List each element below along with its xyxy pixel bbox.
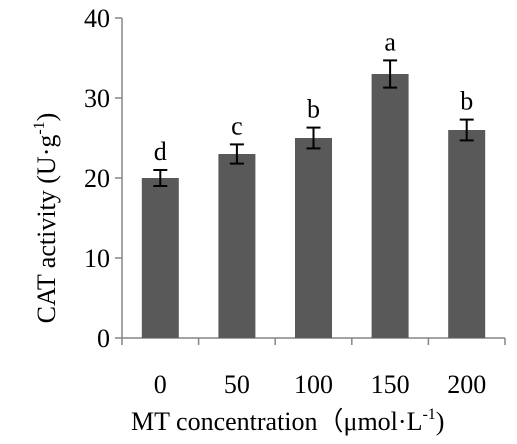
x-tick-label: 100 — [294, 370, 333, 399]
y-tick-label: 10 — [84, 244, 110, 273]
y-axis: 0 10 20 30 40 — [84, 4, 123, 353]
y-tick-label: 40 — [84, 4, 110, 33]
significance-label-200: b — [460, 87, 473, 116]
x-tick-label: 0 — [154, 370, 167, 399]
x-axis-title-tail: ) — [436, 407, 445, 436]
x-axis: 0 50 100 150 200 — [121, 337, 506, 399]
x-tick-label: 50 — [224, 370, 250, 399]
significance-label-50: c — [231, 111, 243, 140]
y-axis-title-tail: ) — [32, 113, 61, 122]
significance-label-150: a — [384, 27, 396, 56]
x-axis-title-sup: -1 — [422, 406, 435, 423]
x-tick-label: 150 — [371, 370, 410, 399]
bar-0 — [141, 178, 179, 338]
bar-50 — [218, 154, 256, 338]
bars-group — [141, 74, 486, 338]
bar-200 — [448, 130, 486, 338]
y-axis-title-text: CAT activity (U·g — [32, 135, 61, 324]
y-tick-label: 20 — [84, 164, 110, 193]
significance-label-0: d — [154, 137, 167, 166]
x-axis-title-text: MT concentration（μmol·L — [131, 407, 422, 436]
bar-150 — [371, 74, 409, 338]
significance-labels-group: d c b a b — [154, 27, 473, 166]
error-bars-group — [153, 59, 474, 187]
x-axis-title: MT concentration（μmol·L-1) — [131, 406, 444, 436]
x-tick-label: 200 — [447, 370, 486, 399]
significance-label-100: b — [307, 95, 320, 124]
y-axis-title: CAT activity (U·g-1) — [31, 113, 61, 324]
y-axis-title-sup: -1 — [31, 121, 48, 134]
y-tick-label: 0 — [97, 324, 110, 353]
bar-100 — [295, 138, 332, 338]
y-tick-label: 30 — [84, 84, 110, 113]
